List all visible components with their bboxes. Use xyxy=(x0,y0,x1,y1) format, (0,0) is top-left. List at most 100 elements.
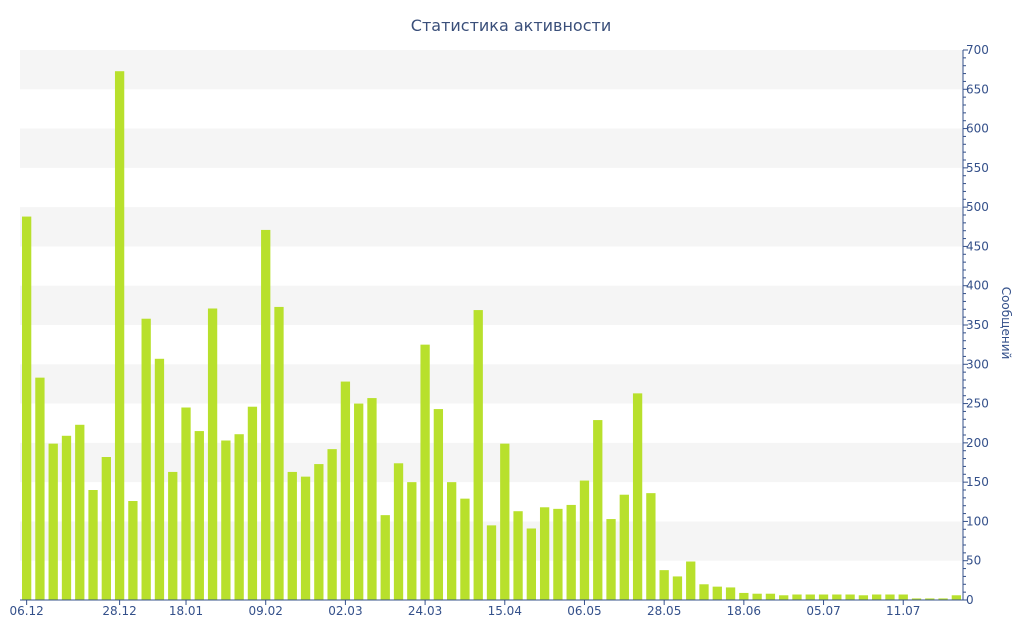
bar xyxy=(526,528,536,600)
grid-band xyxy=(20,364,963,404)
bar xyxy=(593,420,603,600)
y-tick-label: 600 xyxy=(966,122,989,136)
bar xyxy=(832,594,842,600)
bar xyxy=(300,476,311,600)
bar xyxy=(327,449,337,600)
bar xyxy=(486,525,497,600)
bar xyxy=(194,431,204,600)
x-tick-label: 28.12 xyxy=(102,604,136,618)
bar xyxy=(61,435,72,600)
x-tick-label: 02.03 xyxy=(328,604,362,618)
bar xyxy=(765,593,776,600)
x-axis: 06.12 28.12 18.01 09.02 02.03 24.03 15.04 06.05… xyxy=(9,599,963,618)
bar xyxy=(500,443,510,600)
x-tick-label: 06.05 xyxy=(567,604,601,618)
bar xyxy=(234,434,244,600)
y-tick-label: 0 xyxy=(966,593,974,607)
bar xyxy=(712,586,722,600)
bar xyxy=(659,570,669,600)
y-tick-label: 700 xyxy=(966,43,989,57)
x-tick-label: 11.07 xyxy=(886,604,920,618)
y-tick-label: 450 xyxy=(966,239,989,253)
bar xyxy=(141,318,151,600)
bar xyxy=(752,593,762,600)
bar xyxy=(287,471,297,600)
bar xyxy=(911,598,922,600)
bar xyxy=(367,398,377,600)
bar-series xyxy=(21,71,962,601)
bar xyxy=(393,463,404,600)
bar xyxy=(314,464,324,600)
y-tick-label: 500 xyxy=(966,200,989,214)
bar xyxy=(75,424,85,600)
bar xyxy=(686,561,696,600)
chart-title: Статистика активности xyxy=(411,16,611,35)
bar xyxy=(128,501,138,600)
bar xyxy=(792,594,802,600)
bar xyxy=(340,381,351,600)
bar xyxy=(872,594,882,600)
bar xyxy=(699,584,709,600)
bar xyxy=(247,406,258,600)
bar xyxy=(646,493,656,600)
bar xyxy=(407,482,417,600)
bar xyxy=(21,216,32,601)
bar xyxy=(566,504,576,600)
bar xyxy=(539,507,550,600)
bar xyxy=(88,490,98,600)
bar xyxy=(672,576,683,600)
bar xyxy=(619,494,629,600)
grid-band xyxy=(20,128,963,168)
bar xyxy=(513,511,523,600)
bar xyxy=(845,594,855,600)
x-tick-label: 06.12 xyxy=(9,604,43,618)
bar xyxy=(951,595,962,600)
bar xyxy=(460,498,470,600)
bar xyxy=(739,592,749,600)
x-tick-label: 15.04 xyxy=(488,604,522,618)
bar xyxy=(101,457,111,600)
bar xyxy=(221,440,231,600)
y-tick-label: 250 xyxy=(966,397,989,411)
bar xyxy=(858,595,869,600)
x-tick-label: 09.02 xyxy=(249,604,283,618)
bar xyxy=(818,594,829,600)
bar xyxy=(380,515,390,600)
bar xyxy=(925,598,935,600)
y-tick-label: 150 xyxy=(966,475,989,489)
bar xyxy=(805,594,815,600)
bar xyxy=(207,308,218,600)
y-tick-label: 200 xyxy=(966,436,989,450)
bar xyxy=(473,310,483,600)
bar xyxy=(354,403,364,600)
grid-band xyxy=(20,50,963,90)
bar xyxy=(553,508,563,600)
x-tick-label: 24.03 xyxy=(408,604,442,618)
bar xyxy=(420,344,430,600)
x-tick-label: 28.05 xyxy=(647,604,681,618)
bar xyxy=(725,587,736,600)
grid-band xyxy=(20,207,963,247)
grid-bands xyxy=(20,50,963,561)
y-tick-label: 50 xyxy=(966,554,981,568)
bar xyxy=(181,407,191,600)
bar xyxy=(114,71,125,600)
grid-band xyxy=(20,285,963,325)
bar xyxy=(154,358,165,600)
bar xyxy=(433,409,444,600)
bar xyxy=(779,595,789,600)
x-tick-label: 05.07 xyxy=(806,604,840,618)
y-axis-label: Сообщений xyxy=(999,287,1013,360)
x-tick-label: 18.06 xyxy=(727,604,761,618)
x-tick-label: 18.01 xyxy=(169,604,203,618)
bar xyxy=(447,482,457,600)
y-tick-label: 100 xyxy=(966,514,989,528)
y-tick-label: 300 xyxy=(966,357,989,371)
bar xyxy=(35,377,45,600)
bar xyxy=(938,598,948,600)
y-tick-label: 350 xyxy=(966,318,989,332)
bar xyxy=(168,471,178,600)
bar xyxy=(606,519,616,600)
